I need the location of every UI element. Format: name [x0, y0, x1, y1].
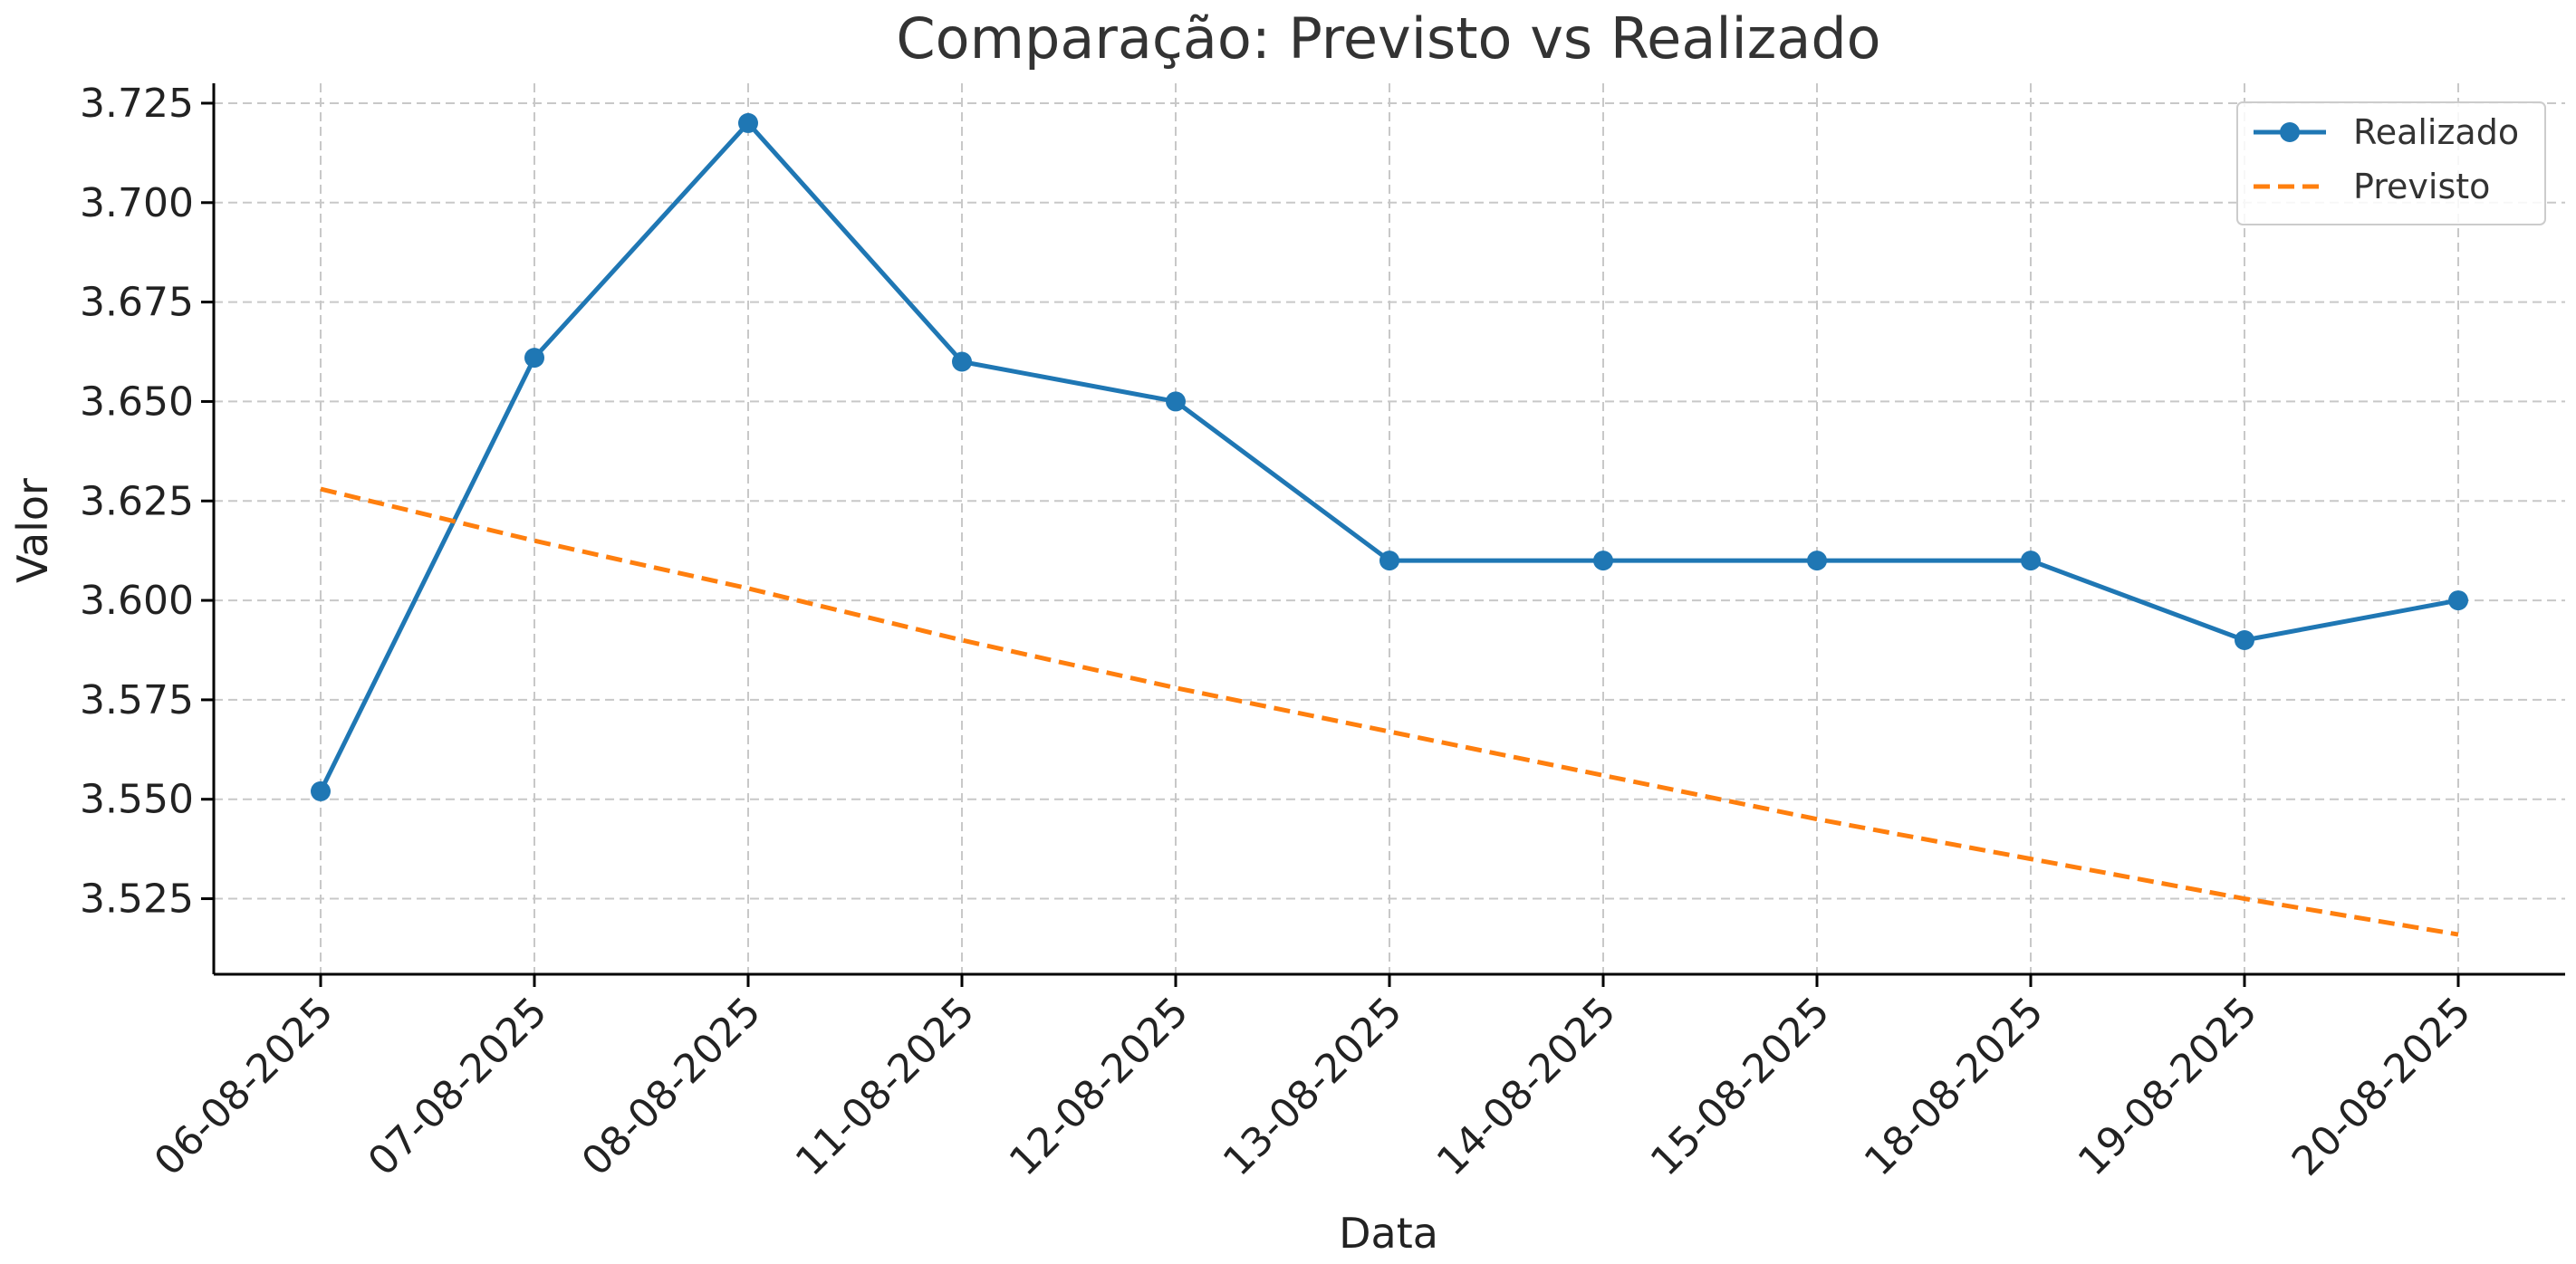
y-tick-label: 3.525 [80, 876, 194, 923]
data-point-realizado [311, 780, 331, 801]
y-tick-label: 3.550 [80, 777, 194, 823]
data-point-realizado [1379, 551, 1399, 571]
y-tick-label: 3.600 [80, 578, 194, 624]
legend: Realizado Previsto [2236, 101, 2546, 225]
series-realizado [311, 112, 2468, 801]
legend-marker-realizado [2280, 122, 2300, 142]
data-point-realizado [2448, 590, 2468, 611]
data-point-realizado [738, 112, 758, 133]
y-tick-label: 3.575 [80, 677, 194, 723]
gridlines [214, 83, 2565, 974]
x-tick-label: 08-08-2025 [573, 989, 770, 1185]
data-point-realizado [1166, 391, 1186, 412]
data-point-realizado [2235, 630, 2254, 650]
legend-item-previsto: Previsto [2254, 167, 2490, 206]
x-tick-label: 11-08-2025 [787, 989, 984, 1185]
legend-label-previsto: Previsto [2353, 167, 2490, 206]
series-previsto [320, 486, 2459, 937]
data-point-realizado [524, 348, 544, 369]
x-tick-label: 12-08-2025 [1001, 989, 1197, 1185]
x-ticks: 06-08-2025 07-08-2025 08-08-2025 11-08-2025… [146, 974, 2480, 1185]
data-point-realizado [1807, 551, 1827, 571]
x-tick-label: 07-08-2025 [360, 989, 556, 1185]
series-layer [311, 112, 2468, 937]
legend-item-realizado: Realizado [2254, 112, 2519, 152]
data-point-realizado [1593, 551, 1613, 571]
x-tick-label: 19-08-2025 [2070, 989, 2266, 1185]
chart-title: Comparação: Previsto vs Realizado [896, 5, 1880, 72]
y-tick-label: 3.675 [80, 280, 194, 326]
x-tick-label: 13-08-2025 [1215, 989, 1411, 1185]
data-point-realizado [2021, 551, 2041, 571]
x-tick-label: 20-08-2025 [2283, 989, 2480, 1185]
series-line-previsto [320, 486, 2459, 937]
x-tick-label: 06-08-2025 [146, 989, 342, 1185]
legend-label-realizado: Realizado [2353, 112, 2519, 152]
y-tick-label: 3.650 [80, 378, 194, 425]
y-tick-label: 3.700 [80, 180, 194, 226]
series-line-realizado [318, 120, 2459, 793]
x-axis-label: Data [1339, 1209, 1438, 1258]
y-tick-label: 3.725 [80, 81, 194, 127]
y-axis-label: Valor [8, 478, 57, 583]
data-point-realizado [952, 351, 972, 372]
y-tick-label: 3.625 [80, 478, 194, 524]
x-tick-label: 14-08-2025 [1428, 989, 1625, 1185]
x-tick-label: 15-08-2025 [1642, 989, 1839, 1185]
y-ticks: 3.525 3.550 3.575 3.600 3.625 3.650 3.675 3.700… [80, 81, 214, 923]
x-tick-label: 18-08-2025 [1856, 989, 2052, 1185]
